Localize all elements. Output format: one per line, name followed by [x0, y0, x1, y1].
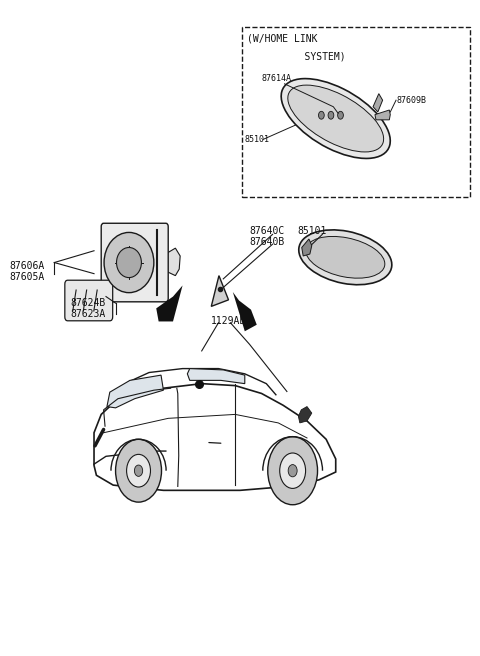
Polygon shape: [375, 110, 390, 120]
Ellipse shape: [288, 85, 384, 152]
Polygon shape: [233, 292, 257, 331]
FancyBboxPatch shape: [65, 280, 113, 321]
Ellipse shape: [299, 230, 392, 285]
Polygon shape: [94, 384, 336, 490]
Circle shape: [127, 455, 151, 487]
Bar: [242, 27, 470, 197]
Text: 87623A: 87623A: [70, 309, 105, 319]
Polygon shape: [299, 407, 312, 423]
Circle shape: [280, 453, 306, 489]
Ellipse shape: [117, 247, 142, 277]
Circle shape: [268, 437, 318, 504]
Polygon shape: [156, 285, 182, 321]
Text: 87640C: 87640C: [250, 226, 285, 236]
Text: 87606A: 87606A: [9, 261, 45, 271]
Polygon shape: [211, 276, 228, 306]
Ellipse shape: [281, 79, 390, 159]
Circle shape: [134, 465, 143, 476]
Polygon shape: [107, 375, 163, 408]
Polygon shape: [164, 248, 180, 276]
Text: 87609B: 87609B: [397, 96, 427, 105]
Circle shape: [116, 440, 161, 502]
Circle shape: [288, 464, 297, 477]
Ellipse shape: [306, 236, 385, 278]
FancyBboxPatch shape: [101, 223, 168, 302]
Circle shape: [337, 112, 343, 119]
Text: SYSTEM): SYSTEM): [281, 52, 345, 62]
Text: 1129AE: 1129AE: [211, 316, 247, 327]
Text: 87624B: 87624B: [70, 298, 105, 308]
Ellipse shape: [104, 232, 154, 293]
Polygon shape: [302, 239, 312, 256]
Text: (W/HOME LINK: (W/HOME LINK: [247, 33, 318, 43]
Circle shape: [319, 112, 324, 119]
Polygon shape: [373, 94, 383, 112]
Text: 85101: 85101: [298, 226, 327, 236]
Circle shape: [328, 112, 334, 119]
Text: 87605A: 87605A: [9, 272, 45, 282]
Polygon shape: [187, 369, 245, 384]
Text: 87614A: 87614A: [262, 73, 291, 83]
Text: 87640B: 87640B: [250, 237, 285, 247]
Text: 85101: 85101: [245, 135, 270, 144]
